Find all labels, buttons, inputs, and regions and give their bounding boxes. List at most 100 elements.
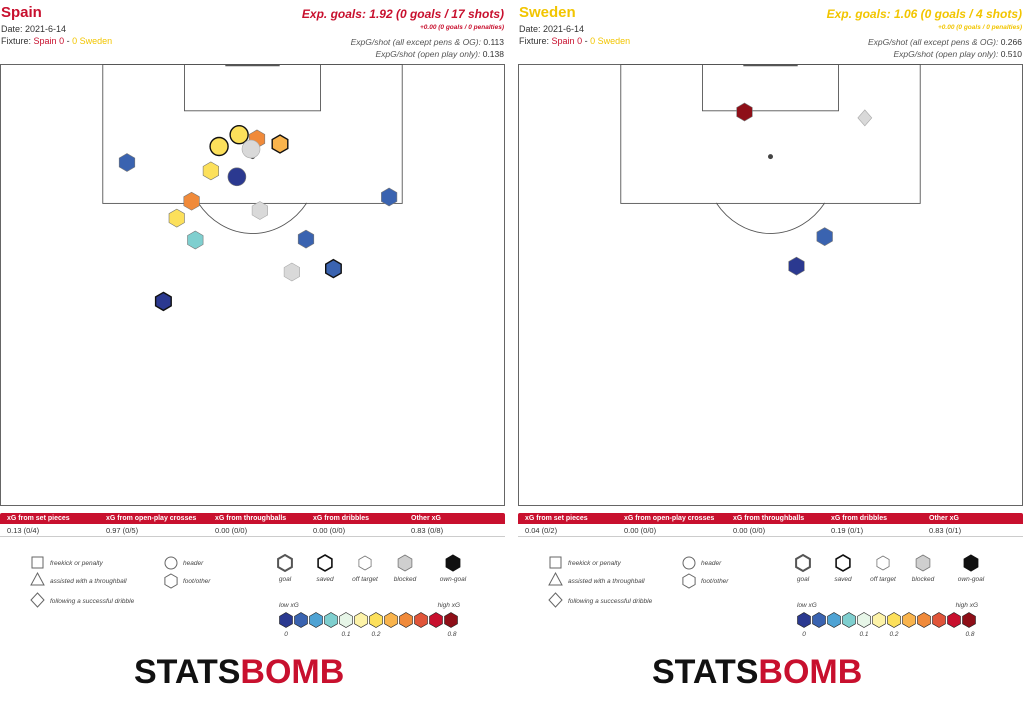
- match-date: Date: 2021-6-14: [1, 24, 67, 34]
- shot-marker: [227, 167, 247, 187]
- xg-per-shot-all-label: ExpG/shot (all except pens & OG):: [350, 37, 481, 47]
- legend-scale-tick: 0.8: [447, 631, 456, 638]
- throughball-triangle-icon: [548, 571, 563, 586]
- saved-outcome-icon: [835, 554, 851, 572]
- legend-scale-low: low xG: [797, 602, 817, 609]
- pitch-border: [518, 64, 1023, 506]
- legend-shape-label: freekick or penalty: [50, 560, 103, 567]
- xg-scale-swatch: [887, 612, 901, 628]
- xg-table-header-cell: xG from set pieces: [525, 515, 588, 522]
- six-yard-box: [184, 64, 321, 112]
- fixture-away-team: Sweden: [79, 36, 113, 46]
- shot-marker: [816, 227, 833, 246]
- xg-table-cell: 0.00 (0/0): [313, 526, 346, 535]
- xg-per-shot-open-value: 0.510: [1000, 49, 1022, 59]
- foot-hexagon-icon: [682, 573, 696, 589]
- blocked-outcome-icon: [397, 554, 413, 572]
- goal-outcome-icon: [277, 553, 293, 573]
- fixture-away-score: 0: [72, 36, 78, 46]
- xg-scale-swatch: [932, 612, 946, 628]
- fixture-away-score: 0: [590, 36, 596, 46]
- xg-table-header-cell: xG from throughballs: [215, 515, 287, 522]
- xg-breakdown-table: xG from set pieces xG from open-play cro…: [0, 513, 505, 537]
- freekick-square-icon: [549, 556, 562, 569]
- xg-scale-swatch: [279, 612, 293, 628]
- legend-shape-label: foot/other: [701, 578, 729, 585]
- fixture-home-team: Spain: [551, 36, 575, 46]
- own-goal-outcome-icon: [963, 554, 979, 572]
- xg-scale-swatch: [827, 612, 841, 628]
- xg-scale-swatch: [339, 612, 353, 628]
- xg-scale-swatch: [429, 612, 443, 628]
- penalty-spot: [768, 154, 773, 160]
- xg-scale-swatch: [797, 612, 811, 628]
- legend-shape-label: assisted with a throughball: [568, 578, 645, 585]
- xg-per-shot-all-value: 0.113: [483, 37, 504, 47]
- saved-outcome-icon: [317, 554, 333, 572]
- legend-scale-tick: 0.8: [965, 631, 974, 638]
- spain-panel: Spain Date: 2021-6-14 Fixture: Spain 0 -…: [0, 0, 505, 702]
- legend-outcome-label: goal: [797, 576, 810, 583]
- sweden-panel: Sweden Date: 2021-6-14 Fixture: Spain 0 …: [518, 0, 1023, 702]
- pitch-border: [0, 64, 505, 506]
- legend: freekick or penalty assisted with a thro…: [548, 553, 985, 638]
- legend-shape-label: foot/other: [183, 578, 211, 585]
- xg-scale-swatch: [414, 612, 428, 628]
- xg-table-header-cell: xG from open-play crosses: [106, 515, 197, 522]
- legend-scale-low: low xG: [279, 602, 299, 609]
- xg-scale-swatch: [294, 612, 308, 628]
- xg-table-cell: 0.04 (0/2): [525, 526, 558, 535]
- xg-scale-swatch: [812, 612, 826, 628]
- legend-outcome-label: own-goal: [440, 576, 467, 583]
- fixture-label: Fixture:: [1, 36, 32, 46]
- xg-table-header-cell: Other xG: [929, 515, 959, 522]
- legend-scale-high: high xG: [956, 602, 978, 609]
- xg-per-shot-open-play: ExpG/shot (open play only): 0.138: [375, 49, 504, 59]
- shot-marker: [154, 291, 172, 312]
- legend-outcome-label: own-goal: [958, 576, 985, 583]
- dribble-diamond-icon: [30, 592, 45, 608]
- shot-marker: [297, 229, 315, 249]
- xg-color-scale: [279, 612, 458, 628]
- xg-table-header: xG from set pieces xG from open-play cro…: [0, 513, 505, 524]
- xg-scale-swatch: [309, 612, 323, 628]
- legend-scale-tick: 0.1: [859, 631, 868, 638]
- xg-scale-swatch: [444, 612, 458, 628]
- legend-scale-high: high xG: [438, 602, 460, 609]
- logo-stats: STATS: [134, 653, 241, 691]
- legend-outcome-label: saved: [316, 576, 334, 583]
- xg-table-header-cell: xG from throughballs: [733, 515, 805, 522]
- xg-per-shot-open-play: ExpG/shot (open play only): 0.510: [893, 49, 1022, 59]
- shot-marker: [325, 258, 342, 279]
- fixture-label: Fixture:: [519, 36, 550, 46]
- xg-per-shot-all-value: 0.266: [1000, 37, 1022, 47]
- expected-goals-headline: Exp. goals: 1.92 (0 goals / 17 shots): [301, 7, 504, 21]
- legend-outcome-label: off target: [352, 576, 379, 583]
- fixture-home-team: Spain: [33, 36, 57, 46]
- match-date: Date: 2021-6-14: [519, 24, 585, 34]
- goal-outcome-icon: [795, 553, 811, 573]
- xg-scale-swatch: [947, 612, 961, 628]
- penalty-arc: [715, 202, 826, 234]
- legend-scale-tick: 0.2: [889, 631, 898, 638]
- logo-bomb: BOMB: [240, 653, 345, 691]
- fixture-line: Fixture: Spain 0 - 0 Sweden: [519, 36, 630, 46]
- xg-table-header-cell: Other xG: [411, 515, 441, 522]
- header-circle-icon: [682, 556, 696, 570]
- xg-scale-swatch: [842, 612, 856, 628]
- legend-shape-label: header: [701, 560, 722, 567]
- xg-table-cell: 0.13 (0/4): [7, 526, 40, 535]
- legend-outcome-label: off target: [870, 576, 897, 583]
- shot-marker: [241, 139, 261, 159]
- xg-scale-swatch: [962, 612, 976, 628]
- xg-per-shot-all-label: ExpG/shot (all except pens & OG):: [867, 37, 999, 47]
- fixture-line: Fixture: Spain 0 - 0 Sweden: [1, 36, 112, 46]
- xg-table-header-cell: xG from dribbles: [313, 515, 370, 522]
- dribble-diamond-icon: [548, 592, 563, 608]
- xg-scale-swatch: [872, 612, 886, 628]
- shot-map-pitch: [0, 64, 505, 506]
- xg-table-row: 0.13 (0/4) 0.97 (0/5) 0.00 (0/0) 0.00 (0…: [0, 524, 505, 537]
- shot-marker: [736, 102, 753, 122]
- shot-marker: [251, 201, 269, 220]
- xg-scale-swatch: [857, 612, 871, 628]
